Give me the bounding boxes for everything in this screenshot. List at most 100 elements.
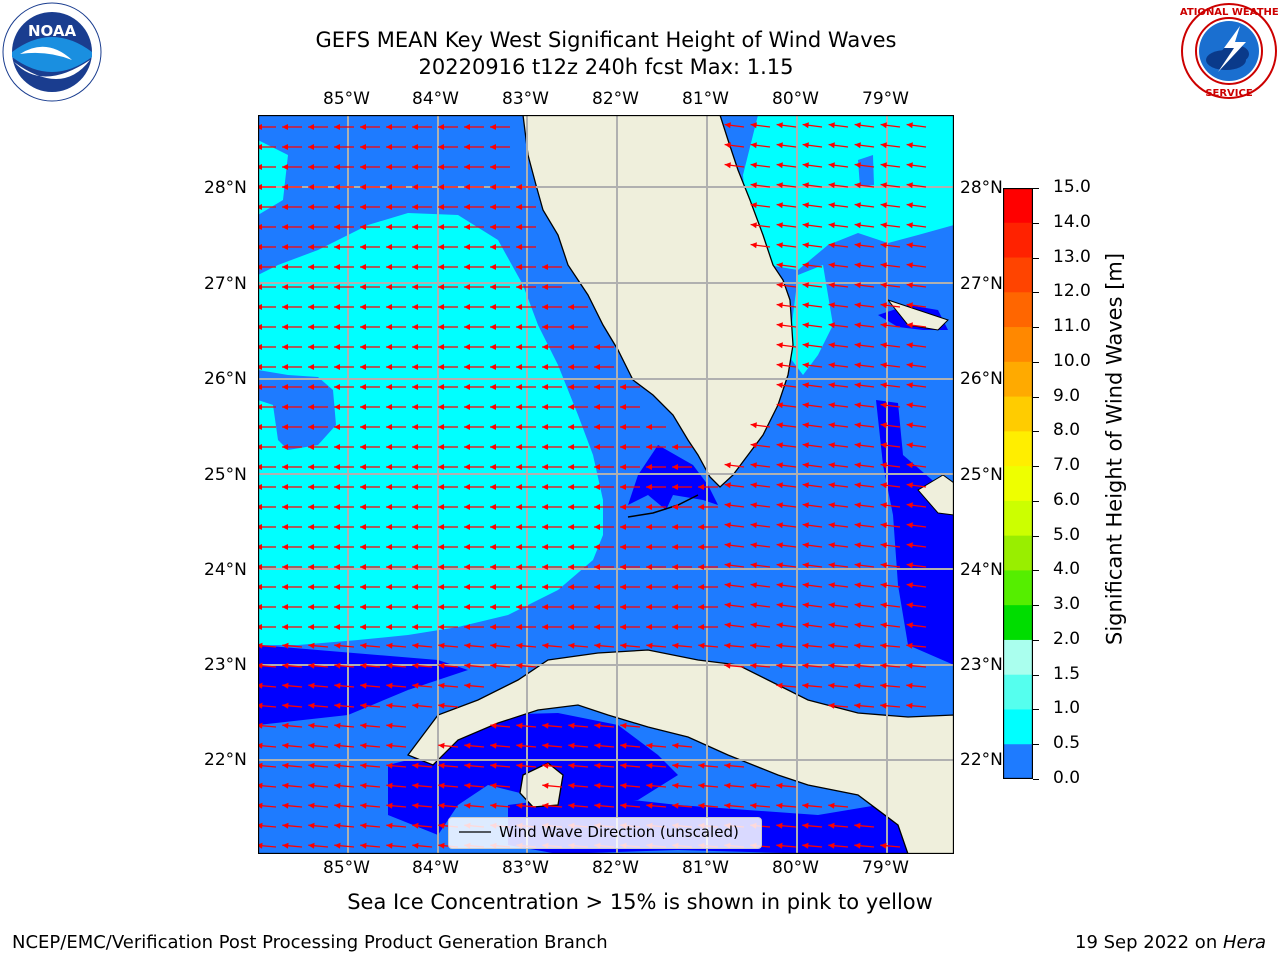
wave-direction-arrowhead [880, 622, 887, 629]
wave-direction-arrowhead [516, 544, 522, 550]
wave-direction-arrowhead [828, 322, 835, 329]
wave-direction-arrowhead [412, 144, 418, 150]
wave-direction-arrowhead [256, 762, 263, 769]
wave-direction-arrowhead [438, 304, 444, 310]
wave-direction-arrowhead [464, 284, 470, 290]
wave-direction-arrowhead [438, 124, 444, 130]
wave-direction-arrowhead [828, 562, 835, 569]
colorbar-tick-mark [1033, 639, 1039, 641]
wave-direction-arrowhead [412, 184, 418, 190]
wave-direction-arrowhead [360, 682, 367, 689]
wave-direction-arrowhead [308, 564, 314, 570]
wave-direction-arrowhead [568, 404, 574, 410]
wave-direction-arrowhead [906, 462, 913, 469]
wave-direction-arrowhead [854, 362, 861, 369]
wave-direction-arrowhead [724, 542, 731, 549]
wave-direction-arrowhead [412, 564, 418, 570]
wave-direction-arrowhead [360, 364, 366, 370]
wave-direction-arrowhead [308, 842, 315, 849]
wave-direction-arrowhead [334, 304, 340, 310]
wave-direction-arrowhead [828, 202, 835, 209]
wave-direction-arrowhead [516, 184, 522, 190]
wave-direction-arrowhead [516, 204, 522, 210]
wave-direction-arrowhead [854, 842, 861, 849]
wave-direction-arrowhead [568, 424, 574, 430]
wave-direction-arrowhead [828, 362, 835, 369]
wave-direction-arrowhead [906, 582, 913, 589]
wave-direction-arrowhead [360, 802, 367, 809]
wave-direction-arrowhead [464, 144, 470, 150]
wave-direction-arrowhead [672, 444, 678, 450]
wave-direction-arrowhead [360, 324, 366, 330]
wave-direction-arrowhead [880, 142, 887, 149]
colorbar-swatch [1003, 466, 1033, 502]
wave-direction-arrowhead [776, 222, 783, 229]
wave-direction-arrowhead [490, 782, 497, 789]
wave-direction-arrowhead [906, 482, 913, 489]
wave-direction-arrowhead [880, 642, 887, 649]
wave-direction-arrowhead [464, 624, 470, 630]
wave-direction-arrowhead [698, 782, 705, 789]
wave-direction-arrowhead [490, 264, 496, 270]
wave-direction-arrowhead [438, 662, 445, 669]
wave-direction-arrowhead [776, 462, 783, 469]
wave-direction-arrowhead [802, 222, 809, 229]
wave-direction-arrowhead [334, 404, 340, 410]
wave-direction-arrowhead [334, 504, 340, 510]
wave-direction-arrowhead [776, 682, 783, 689]
wave-direction-arrowhead [516, 224, 522, 230]
wave-direction-arrowhead [854, 822, 861, 829]
wave-direction-arrowhead [698, 802, 705, 809]
wave-direction-arrowhead [360, 702, 367, 709]
wave-direction-arrowhead [386, 164, 392, 170]
wave-direction-arrowhead [594, 504, 600, 510]
wave-direction-arrowhead [256, 802, 263, 809]
wave-direction-arrowhead [308, 204, 314, 210]
wave-direction-arrowhead [880, 202, 887, 209]
wave-direction-arrowhead [750, 422, 757, 429]
wave-direction-arrowhead [360, 444, 366, 450]
lat-label-right-26n: 26°N [960, 369, 1003, 389]
wave-direction-arrowhead [854, 562, 861, 569]
wave-direction-arrowhead [828, 122, 835, 129]
wave-direction-arrowhead [256, 842, 263, 849]
wave-direction-arrowhead [828, 802, 835, 809]
wave-direction-arrowhead [308, 624, 314, 630]
wave-direction-arrowhead [282, 564, 288, 570]
wave-direction-arrowhead [568, 762, 575, 769]
wave-direction-arrowhead [750, 122, 757, 129]
wave-direction-arrowhead [724, 462, 731, 469]
wave-direction-arrowhead [516, 662, 523, 669]
wave-direction-arrowhead [880, 602, 887, 609]
wave-direction-arrowhead [438, 802, 445, 809]
wave-direction-arrowhead [412, 404, 418, 410]
wave-direction-arrowhead [906, 402, 913, 409]
wave-direction-arrowhead [386, 364, 392, 370]
wave-direction-arrowhead [490, 344, 496, 350]
wave-direction-arrowhead [750, 662, 757, 669]
wave-direction-arrowhead [828, 302, 835, 309]
wave-direction-arrowhead [334, 762, 341, 769]
wave-direction-arrowhead [490, 204, 496, 210]
wave-direction-arrowhead [880, 582, 887, 589]
wave-direction-arrowhead [438, 204, 444, 210]
wave-direction-arrowhead [880, 542, 887, 549]
wave-direction-arrowhead [412, 164, 418, 170]
wave-direction-arrowhead [412, 802, 419, 809]
wave-direction-arrowhead [698, 564, 704, 570]
wave-direction-arrowhead [906, 362, 913, 369]
wave-direction-arrowhead [802, 562, 809, 569]
lat-label-left-24n: 24°N [204, 560, 247, 580]
colorbar-tick-mark [1033, 431, 1039, 433]
wave-direction-arrowhead [776, 502, 783, 509]
wave-direction-arrowhead [386, 544, 392, 550]
colorbar-tick-label: 4.0 [1053, 559, 1081, 580]
wave-direction-arrowhead [880, 262, 887, 269]
wave-direction-arrowhead [750, 522, 757, 529]
wave-direction-arrowhead [282, 304, 288, 310]
wave-direction-arrowhead [386, 662, 393, 669]
wave-direction-arrowhead [438, 682, 445, 689]
wave-direction-arrowhead [594, 344, 600, 350]
wave-direction-arrowhead [308, 702, 315, 709]
lat-label-right-27n: 27°N [960, 274, 1003, 294]
